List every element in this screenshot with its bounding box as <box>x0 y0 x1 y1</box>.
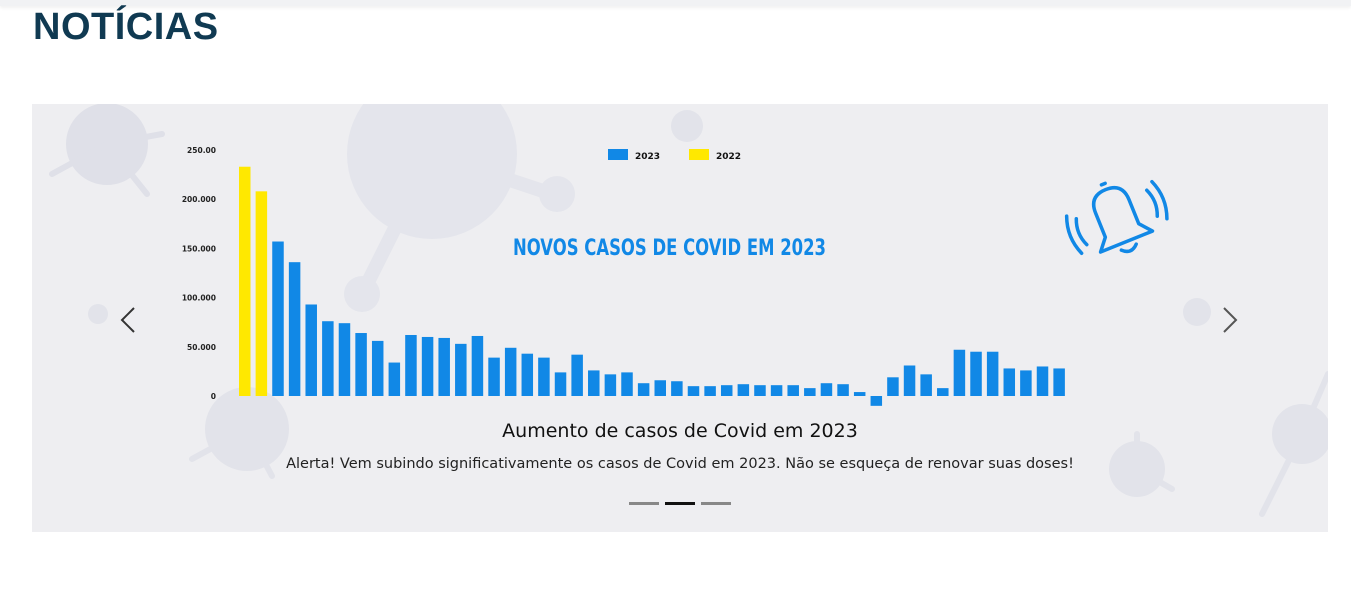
bar-2023 <box>322 321 334 396</box>
bar-2023 <box>953 349 966 396</box>
carousel-indicator-3[interactable] <box>701 502 731 505</box>
bar-2023 <box>1020 370 1032 396</box>
bar-2023 <box>571 354 583 396</box>
legend-label-2022: 2022 <box>716 152 741 162</box>
bar-2023 <box>554 372 567 396</box>
bar-2023 <box>1036 366 1049 396</box>
bar-2023 <box>421 336 434 396</box>
page-title: NOTÍCIAS <box>33 6 219 48</box>
bar-2023 <box>920 374 932 396</box>
slide-caption-text: Alerta! Vem subindo significativamente o… <box>286 456 1074 472</box>
bar-2023 <box>637 383 650 396</box>
bar-2023 <box>853 392 866 396</box>
carousel-next-button[interactable] <box>1210 294 1250 344</box>
bar-2023 <box>986 351 999 396</box>
bar-2023 <box>355 333 367 396</box>
bar-2023 <box>903 365 916 396</box>
bar-2023 <box>787 385 799 396</box>
y-tick-label: 150.000 <box>182 244 216 253</box>
bar-2023 <box>455 343 467 396</box>
chevron-right-icon <box>1223 307 1238 333</box>
bar-2023 <box>704 386 716 396</box>
bar-2023 <box>837 384 849 396</box>
bar-2023 <box>654 380 666 396</box>
bar-2023 <box>405 334 417 396</box>
bar-2022 <box>255 191 268 396</box>
bar-2023 <box>371 340 384 396</box>
carousel-indicator-1[interactable] <box>629 502 659 505</box>
bar-2023 <box>338 323 351 396</box>
bar-2023 <box>754 385 766 396</box>
y-tick-label: 0 <box>211 392 216 401</box>
bar-2023 <box>488 357 500 396</box>
y-tick-label: 250.00 <box>187 146 216 155</box>
bar-2023 <box>471 335 484 396</box>
bar-2023 <box>687 386 700 396</box>
virus-background-image <box>49 104 1328 517</box>
covid-chart-graphic: 250.00 200.000 150.000 100.000 50.000 0 2023 … <box>182 146 1169 406</box>
legend-swatch-2023 <box>608 149 628 160</box>
carousel-prev-button[interactable] <box>110 294 150 344</box>
bar-2023 <box>305 304 317 396</box>
bar-2022 <box>239 166 251 396</box>
slide-caption-title: Aumento de casos de Covid em 2023 <box>502 420 858 442</box>
bar-2023 <box>272 241 284 396</box>
bar-2023 <box>588 370 600 396</box>
bar-2023 <box>671 381 683 396</box>
bar-2023 <box>804 388 816 396</box>
bar-2023 <box>504 347 517 396</box>
bar-2023 <box>937 388 949 396</box>
carousel-indicator-2[interactable] <box>665 502 695 505</box>
bar-2023 <box>438 337 450 396</box>
top-bar <box>0 0 1351 6</box>
bar-2023 <box>970 351 982 396</box>
bar-2023 <box>720 385 733 396</box>
legend-label-2023: 2023 <box>635 152 660 162</box>
bar-2023 <box>770 385 783 396</box>
y-tick-label: 50.000 <box>187 343 216 352</box>
bar-2023 <box>538 357 550 396</box>
bar-2023 <box>521 353 534 396</box>
chart-legend: 2023 2022 <box>608 149 741 162</box>
y-tick-label: 200.000 <box>182 195 216 204</box>
bar-2023 <box>870 396 883 406</box>
y-tick-label: 100.000 <box>182 294 216 303</box>
bell-ringing-icon <box>1064 179 1169 255</box>
bar-2023 <box>1003 368 1016 396</box>
bar-2023 <box>388 362 401 396</box>
bar-2023 <box>288 262 301 396</box>
news-carousel: 250.00 200.000 150.000 100.000 50.000 0 2023 … <box>32 104 1328 532</box>
bar-2023 <box>737 384 750 396</box>
legend-swatch-2022 <box>689 149 709 160</box>
bar-2023 <box>1053 368 1065 396</box>
bar-2023 <box>604 374 617 396</box>
chart-headline: NOVOS CASOS DE COVID EM 2023 <box>513 236 826 261</box>
chevron-left-icon <box>120 307 135 333</box>
bar-2023 <box>887 377 899 396</box>
bar-2023 <box>820 383 833 396</box>
bar-2023 <box>621 372 633 396</box>
